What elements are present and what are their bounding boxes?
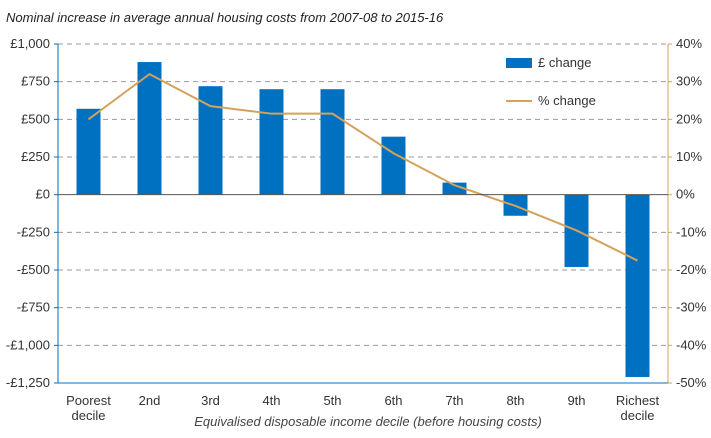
- series-line: [87, 72, 638, 262]
- x-tick-line: Poorest: [66, 393, 111, 408]
- legend-line-label: % change: [538, 93, 596, 108]
- bar: [76, 108, 101, 195]
- x-tick-line: 6th: [384, 393, 402, 408]
- left-tick-label: £0: [36, 187, 50, 202]
- right-tick-label: -20%: [676, 262, 707, 277]
- x-tick-line: 2nd: [139, 393, 161, 408]
- left-tick-label: -£1,250: [6, 375, 50, 390]
- legend: £ change % change: [506, 55, 596, 108]
- right-tick-label: 0%: [676, 187, 695, 202]
- right-tick-label: -50%: [676, 375, 707, 390]
- x-tick-line: 5th: [323, 393, 341, 408]
- x-tick-label: Poorest decile: [66, 393, 111, 423]
- right-tick-label: -10%: [676, 224, 707, 239]
- right-tick-label: -30%: [676, 300, 707, 315]
- bar: [442, 182, 467, 195]
- chart-title: Nominal increase in average annual housi…: [6, 10, 444, 25]
- bar: [259, 89, 284, 195]
- bar-series: [76, 62, 650, 377]
- right-tick-label: -40%: [676, 337, 707, 352]
- x-tick-line: 4th: [262, 393, 280, 408]
- x-tick-label: 7th: [445, 393, 463, 408]
- x-tick-label: Richest decile: [616, 393, 660, 423]
- x-axis-label: Equivalised disposable income decile (be…: [194, 414, 542, 429]
- left-tick-label: £250: [21, 149, 50, 164]
- bar: [381, 136, 406, 195]
- bar: [198, 86, 223, 195]
- left-tick-label: -£250: [17, 224, 50, 239]
- x-tick-line: decile: [621, 408, 655, 423]
- x-tick-label: 9th: [567, 393, 585, 408]
- x-tick-label: 4th: [262, 393, 280, 408]
- x-tick-label: 3rd: [201, 393, 220, 408]
- left-tick-label: £500: [21, 111, 50, 126]
- right-tick-label: 30%: [676, 74, 702, 89]
- axes: [57, 44, 669, 384]
- line-series: [87, 72, 638, 262]
- bar: [320, 89, 345, 195]
- legend-bar-label: £ change: [538, 55, 592, 70]
- x-tick-label: 6th: [384, 393, 402, 408]
- x-tick-line: 9th: [567, 393, 585, 408]
- right-tick-label: 10%: [676, 149, 702, 164]
- x-tick-line: 3rd: [201, 393, 220, 408]
- legend-bar-swatch: [506, 58, 532, 68]
- x-tick-line: 7th: [445, 393, 463, 408]
- x-tick-label: 8th: [506, 393, 524, 408]
- x-tick-line: 8th: [506, 393, 524, 408]
- right-tick-label: 20%: [676, 111, 702, 126]
- x-tick-label: 2nd: [139, 393, 161, 408]
- x-tick-line: decile: [72, 408, 106, 423]
- bar: [137, 62, 162, 195]
- x-tick-line: Richest: [616, 393, 660, 408]
- left-tick-label: -£1,000: [6, 337, 50, 352]
- x-tick-label: 5th: [323, 393, 341, 408]
- left-tick-label: -£500: [17, 262, 50, 277]
- bar: [625, 194, 650, 377]
- left-tick-label: -£750: [17, 300, 50, 315]
- left-tick-label: £750: [21, 74, 50, 89]
- right-axis-ticks: 40% 30% 20% 10% 0% -10% -20% -30% -40% -50%: [668, 36, 707, 390]
- left-tick-label: £1,000: [10, 36, 50, 51]
- left-axis-ticks: £1,000 £750 £500 £250 £0 -£250 -£500 -£750 -£1,0…: [6, 36, 58, 390]
- right-tick-label: 40%: [676, 36, 702, 51]
